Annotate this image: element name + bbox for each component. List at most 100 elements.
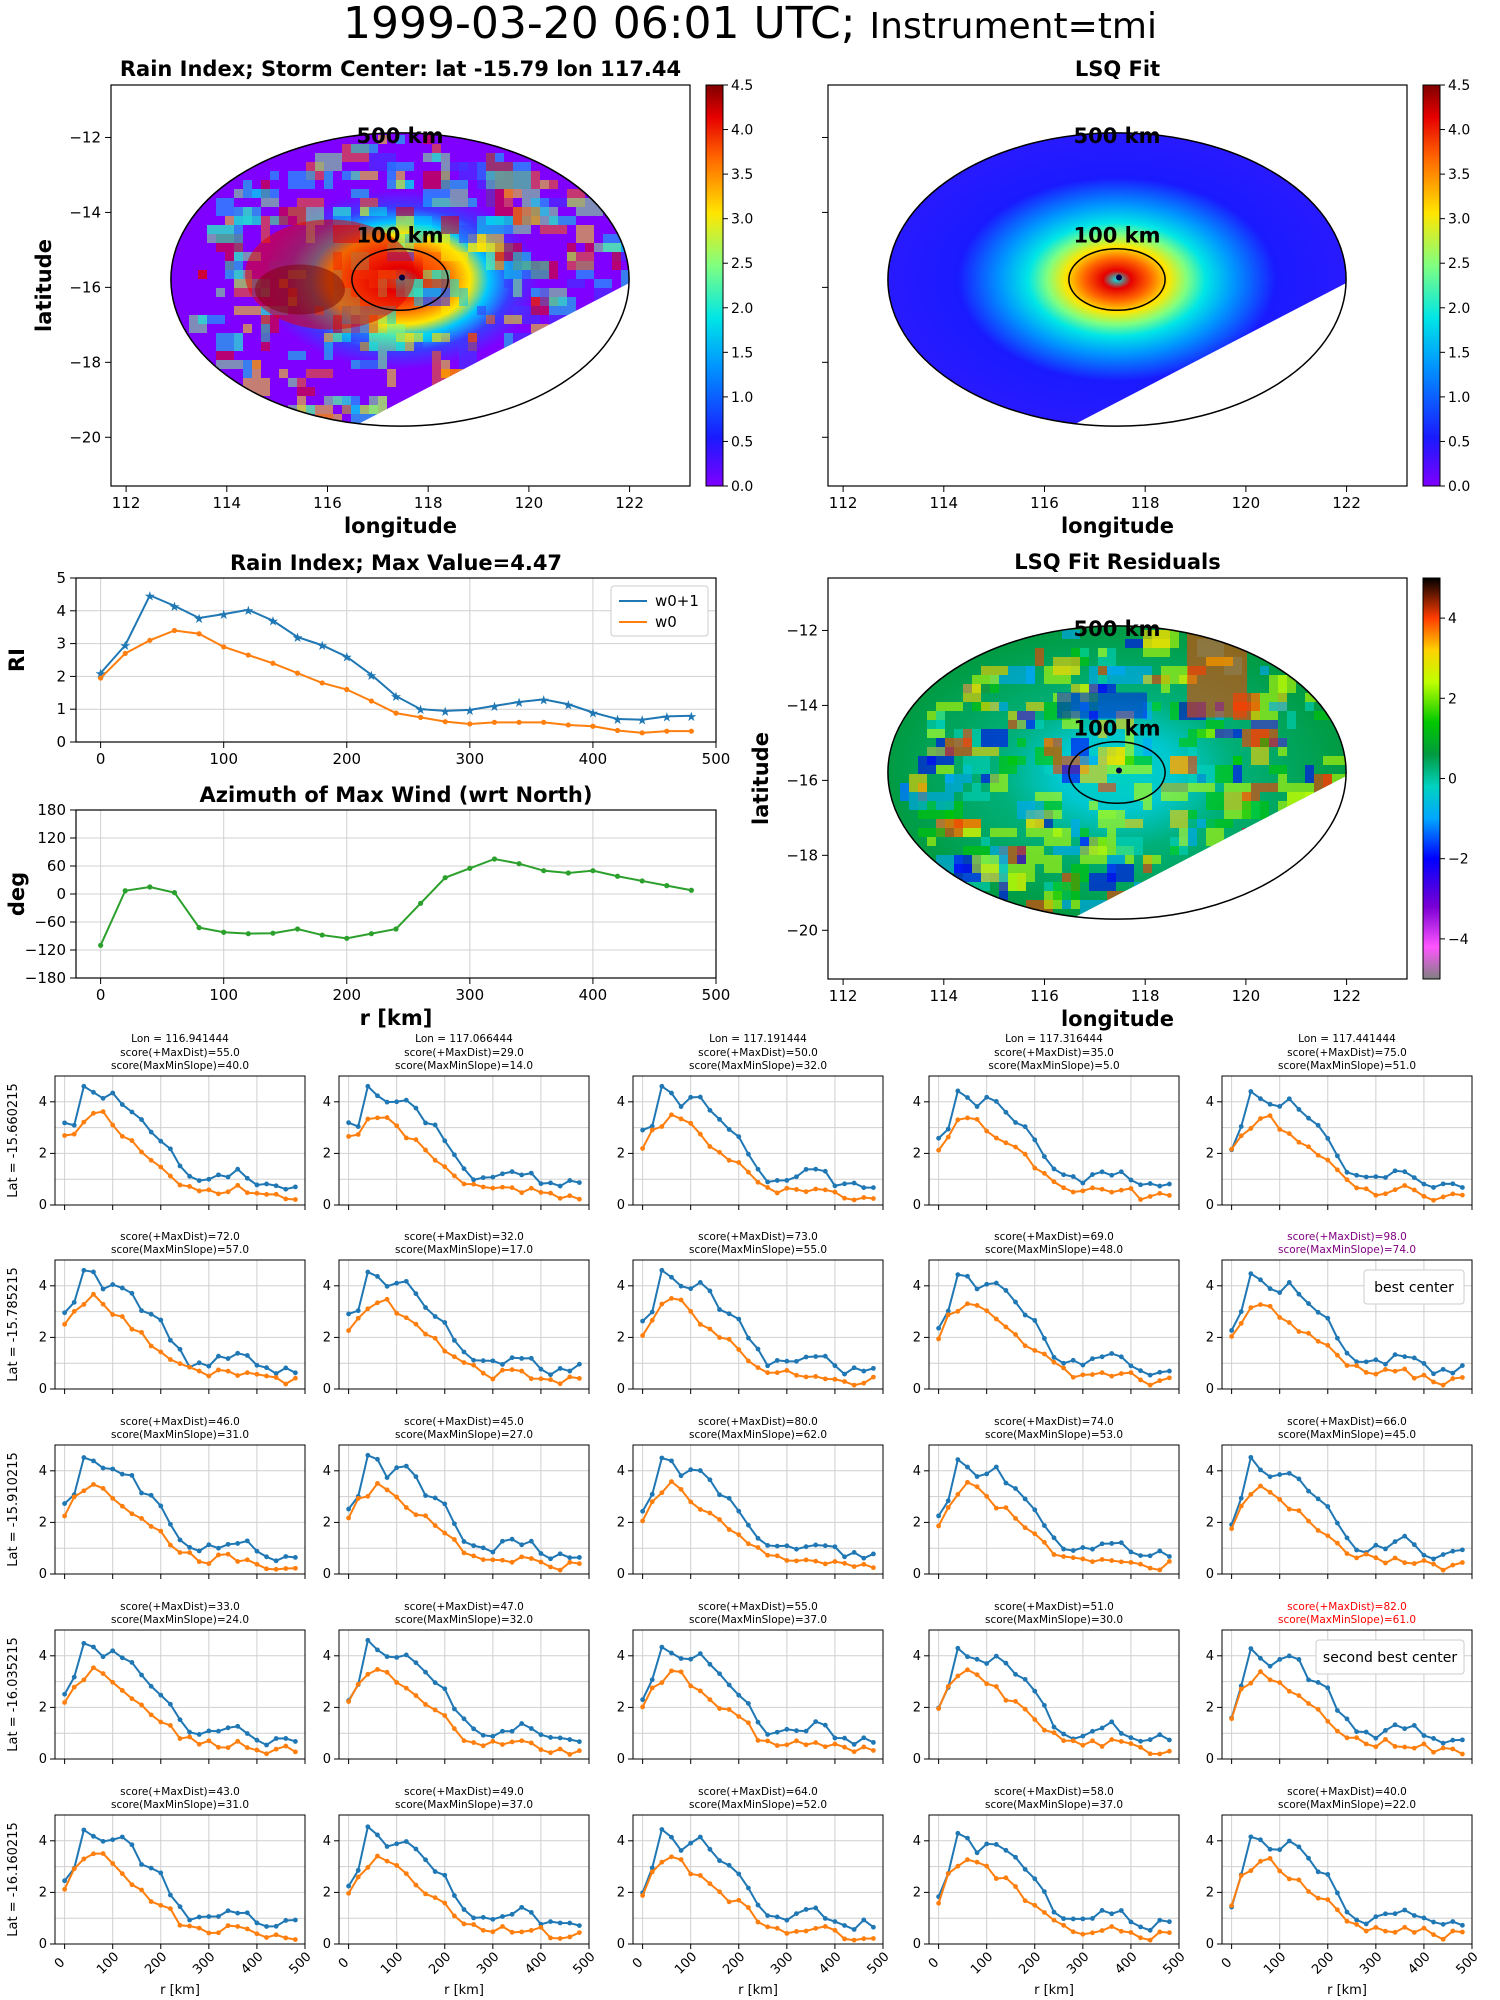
data-point — [640, 1697, 646, 1703]
lsq-fit-residuals-cell — [1107, 891, 1134, 909]
data-point — [1421, 1925, 1427, 1931]
data-point — [423, 1305, 428, 1310]
rain-index-map-cell — [423, 252, 441, 270]
lsq-fit-residuals-cell — [963, 684, 981, 702]
data-point — [576, 1361, 582, 1367]
lsq-fit-residuals-cell — [1098, 747, 1125, 765]
rain-index-map-cell — [513, 252, 531, 270]
data-point — [649, 1865, 655, 1871]
data-point — [664, 883, 670, 889]
subplot-frame — [928, 1629, 1180, 1760]
data-point — [842, 1735, 847, 1741]
data-point — [1306, 1701, 1311, 1706]
data-point — [71, 1494, 77, 1500]
data-point — [755, 1535, 761, 1541]
data-point — [774, 1178, 780, 1183]
lsq-fit-residuals-title: LSQ Fit Residuals — [1014, 550, 1221, 574]
data-point — [528, 1355, 534, 1361]
lsq-fit-residuals-cell — [1062, 765, 1080, 783]
data-point — [1041, 1336, 1047, 1341]
data-point — [423, 1669, 428, 1675]
lsq-fit-residuals-cell — [1287, 837, 1305, 846]
data-point — [1431, 1185, 1436, 1190]
data-point — [1157, 1751, 1163, 1757]
subplot-xlabel: r [km] — [738, 1983, 778, 1998]
data-point — [355, 1681, 361, 1687]
data-point — [273, 1566, 279, 1572]
data-point — [707, 1288, 713, 1294]
data-point — [216, 1191, 221, 1197]
data-point — [576, 1930, 582, 1935]
data-point — [423, 1891, 428, 1897]
data-point — [225, 1189, 231, 1195]
data-point — [1051, 1909, 1057, 1915]
rain-index-map-cell — [441, 216, 459, 234]
data-point — [984, 1493, 990, 1499]
data-point — [1128, 1919, 1134, 1925]
data-point — [461, 1166, 467, 1172]
data-point-star: ★ — [439, 705, 451, 720]
data-point — [1315, 1309, 1321, 1315]
data-point — [822, 1744, 828, 1750]
data-point — [432, 1523, 438, 1528]
data-point — [480, 1557, 486, 1563]
rain-index-profile-ylabel: RI — [5, 648, 29, 672]
data-point — [158, 1349, 164, 1355]
data-point-star: ★ — [513, 696, 525, 711]
lsq-fit-residuals-cell — [945, 774, 954, 783]
rain-index-map-cell — [423, 288, 441, 297]
lsq-fit-residuals-cell — [1179, 828, 1188, 846]
data-point — [432, 1122, 438, 1128]
data-point — [1450, 1191, 1456, 1197]
lsq-fit-residuals-cell — [990, 774, 1008, 792]
data-point — [993, 1135, 999, 1141]
data-point — [669, 1458, 674, 1464]
lsq-fit-residuals-cell — [1161, 666, 1188, 684]
lsq-fit-residuals-cell — [1161, 783, 1188, 801]
data-point — [1090, 1930, 1095, 1936]
data-point — [640, 1127, 646, 1133]
data-point — [548, 1556, 553, 1562]
x-tick-label: 300 — [456, 986, 485, 1004]
rain-index-map-cell — [207, 225, 216, 234]
data-point — [567, 1559, 573, 1565]
data-point — [148, 1311, 154, 1317]
colorbar-tick-label: 4.5 — [1448, 78, 1470, 94]
x-tick-label: 400 — [1405, 1949, 1433, 1977]
rain-index-map-cell — [423, 135, 432, 144]
data-point — [557, 1920, 563, 1926]
data-point — [567, 1920, 573, 1926]
data-point — [842, 1554, 847, 1560]
figure-title-main: 1999-03-20 06:01 UTC; — [343, 0, 856, 49]
data-point — [292, 1739, 298, 1744]
data-point — [669, 1479, 674, 1485]
data-point — [147, 884, 153, 890]
rain-index-map-cell — [549, 198, 567, 207]
data-point — [1099, 1541, 1105, 1547]
lsq-fit-residuals-cell — [1071, 900, 1080, 909]
lsq-fit-residuals-colorbar — [1422, 577, 1441, 980]
data-point — [1166, 1554, 1172, 1559]
data-point — [567, 1374, 573, 1380]
y-tick-label: 4 — [323, 1834, 331, 1849]
data-point — [1450, 1746, 1456, 1752]
data-point — [1109, 1924, 1115, 1929]
lsq-fit-residuals-cell — [954, 873, 981, 882]
data-point — [1344, 1363, 1350, 1368]
data-point — [451, 1354, 457, 1360]
data-point — [1157, 1190, 1163, 1196]
subplot-frame — [1221, 1814, 1473, 1945]
rain-index-map-cell — [342, 171, 360, 180]
data-point — [649, 1491, 655, 1497]
data-point — [81, 1267, 87, 1273]
data-point — [1041, 1702, 1047, 1708]
subplot-score-maxminslope: score(MaxMinSlope)=45.0 — [1278, 1429, 1416, 1441]
data-point — [167, 1521, 173, 1527]
lsq-fit-residuals-cell — [1251, 747, 1269, 765]
lsq-fit-residuals-cell — [1305, 693, 1332, 702]
data-point — [1325, 1872, 1331, 1877]
data-point — [91, 1089, 96, 1095]
data-point — [1402, 1907, 1408, 1913]
colorbar-tick-label: 4.0 — [731, 123, 753, 139]
data-point — [528, 1740, 534, 1746]
